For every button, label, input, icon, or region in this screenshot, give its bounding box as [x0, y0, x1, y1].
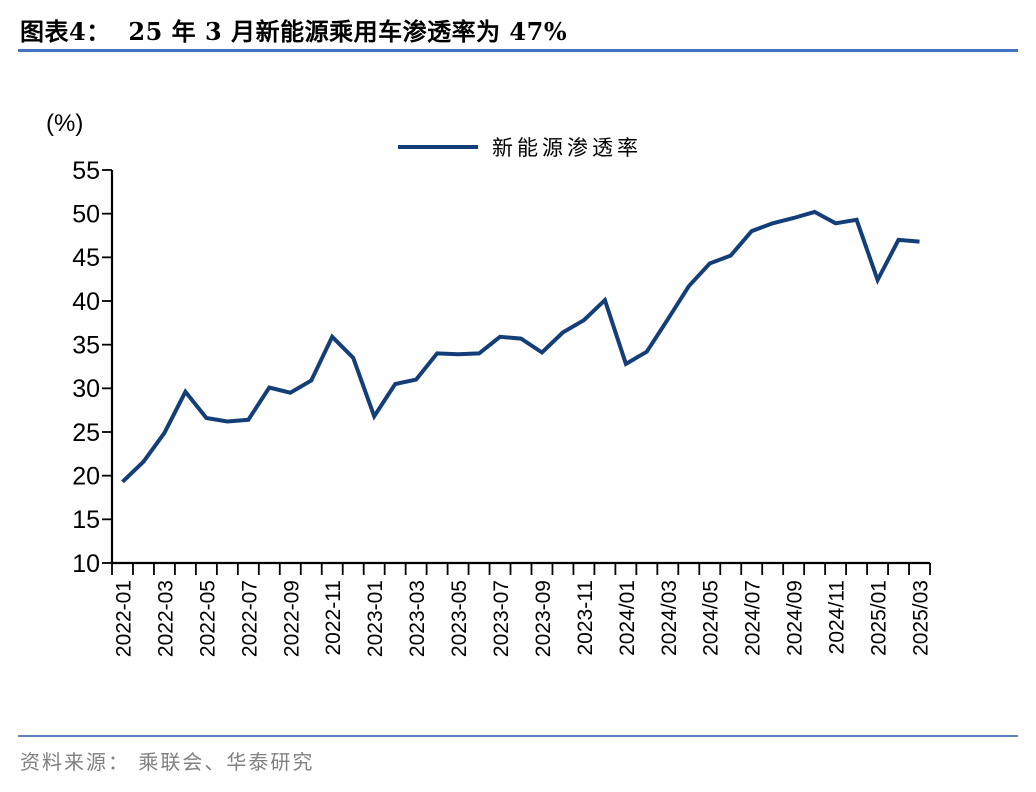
x-tick-label: 2025/01: [868, 580, 891, 656]
x-tick-label: 2023-07: [490, 580, 513, 657]
y-tick-label: 10: [72, 550, 100, 578]
y-axis-unit-label: (%): [46, 110, 84, 137]
legend-series-label: 新能源渗透率: [492, 136, 642, 160]
x-tick-label: 2022-03: [154, 580, 177, 657]
x-tick-label: 2024/07: [742, 580, 765, 656]
x-tick-label: 2022-01: [112, 580, 135, 657]
y-tick-label: 20: [72, 462, 100, 490]
x-tick-label: 2022-11: [322, 580, 345, 656]
x-tick-label: 2024/11: [826, 580, 849, 654]
y-tick-label: 35: [72, 331, 100, 359]
y-tick-label: 45: [72, 244, 100, 272]
x-tick-label: 2022-05: [196, 580, 219, 657]
legend: 新能源渗透率: [398, 134, 642, 160]
x-tick-label: 2024/03: [658, 580, 681, 656]
legend-line-swatch: [398, 145, 478, 149]
x-tick-label: 2023-03: [406, 580, 429, 657]
x-tick-label: 2024/05: [700, 580, 723, 656]
chart-title: 图表4： 25 年 3 月新能源乘用车渗透率为 47%: [20, 17, 568, 46]
y-tick-label: 25: [72, 419, 100, 447]
x-tick-label: 2022-07: [238, 580, 261, 657]
x-tick-label: 2022-09: [280, 580, 303, 657]
x-tick-label: 2023-01: [364, 580, 387, 657]
x-tick-label: 2023-09: [532, 580, 555, 657]
y-tick-label: 15: [72, 506, 100, 534]
y-tick-label: 40: [72, 288, 100, 316]
source-note: 资料来源： 乘联会、华泰研究: [20, 750, 315, 774]
footer-rule: [18, 735, 1018, 737]
x-tick-label: 2023-11: [574, 580, 597, 656]
x-tick-label: 2024/09: [784, 580, 807, 656]
series-line-nev-penetration: [121, 209, 920, 484]
y-tick-label: 55: [72, 157, 100, 185]
x-tick-label: 2024/01: [616, 580, 639, 656]
x-tick-label: 2023-05: [448, 580, 471, 657]
y-tick-label: 50: [72, 200, 100, 228]
title-underline-rule: [18, 49, 1018, 52]
x-tick-label: 2025/03: [909, 580, 932, 656]
y-tick-label: 30: [72, 375, 100, 403]
